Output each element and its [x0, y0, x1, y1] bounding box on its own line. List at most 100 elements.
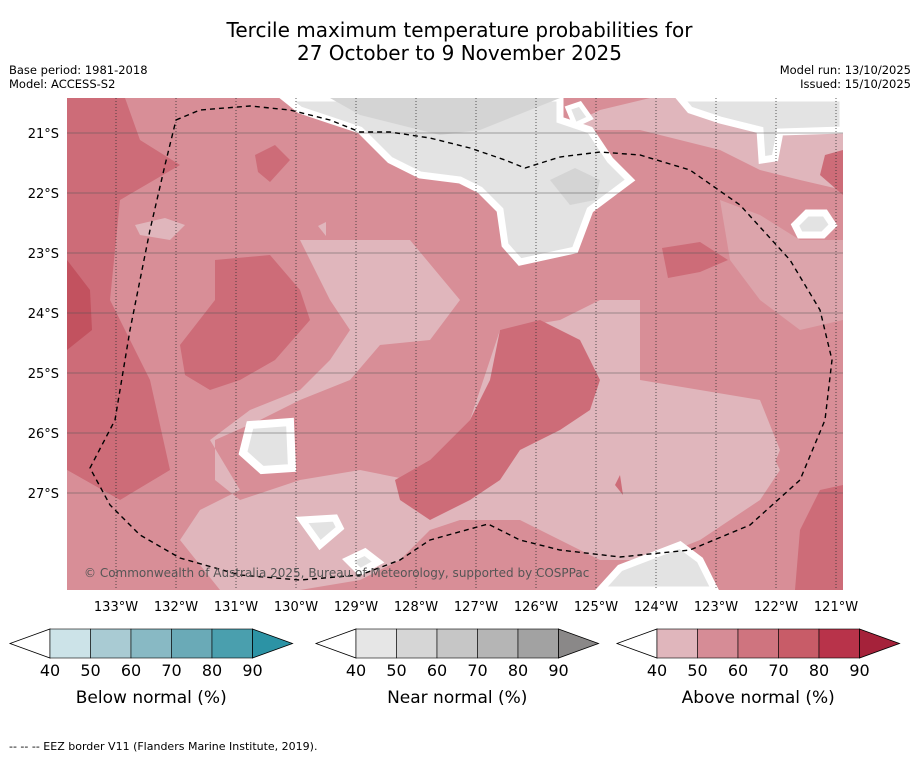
lon-label: 128°W: [394, 600, 438, 615]
base-period: Base period: 1981-2018: [9, 63, 148, 77]
above-40-region-east: [720, 200, 843, 330]
legend-min-arrow: [615, 628, 658, 659]
lon-label: 132°W: [154, 600, 198, 615]
legend-tick: 90: [849, 661, 869, 680]
above-60-patch: [255, 145, 290, 182]
legend-tick: 70: [161, 661, 181, 680]
lon-label: 125°W: [574, 600, 618, 615]
above-60-region-south: [395, 320, 600, 520]
legend-tick: 80: [508, 661, 528, 680]
legend-swatch: [818, 628, 860, 659]
legend-swatch: [737, 628, 779, 659]
latitude-gridlines: [67, 132, 843, 494]
title-line-1: Tercile maximum temperature probabilitie…: [226, 18, 693, 42]
copyright-text: © Commonwealth of Australia 2025, Bureau…: [84, 566, 589, 580]
title-line-2: 27 October to 9 November 2025: [296, 41, 623, 65]
legend-title: Below normal (%): [76, 688, 227, 708]
meta-right: Model run: 13/10/2025 Issued: 15/10/2025: [780, 63, 911, 91]
legend-swatch: [211, 628, 253, 659]
legend-tick: 70: [768, 661, 788, 680]
legend-swatch: [171, 628, 213, 659]
lon-label: 133°W: [94, 600, 138, 615]
legend-swatch: [517, 628, 559, 659]
lon-label: 127°W: [454, 600, 498, 615]
near-40-patch-s: [342, 547, 385, 577]
legend-swatch: [355, 628, 397, 659]
near-40-patch-sw: [295, 514, 345, 551]
legend-below: 40 50 60 70 80 90 Below normal (%): [8, 628, 294, 708]
legend-max-arrow: [252, 628, 294, 659]
above-60-region-west: [67, 98, 180, 500]
legend-swatch: [656, 628, 698, 659]
lat-label: 24°S: [28, 307, 59, 322]
legend-tick: 40: [40, 661, 60, 680]
lat-label: 25°S: [28, 367, 59, 382]
legend-swatch: [778, 628, 820, 659]
legend-tick: 80: [809, 661, 829, 680]
legend-above: 40 50 60 70 80 90 Above normal (%): [615, 628, 901, 708]
lat-label: 21°S: [28, 127, 59, 142]
legend-min-arrow: [314, 628, 357, 659]
near-40-patch-west: [238, 417, 297, 475]
lat-label: 27°S: [28, 487, 59, 502]
longitude-labels: 133°W 132°W 131°W 130°W 129°W 128°W 127°…: [94, 600, 858, 615]
above-60-patch-se: [795, 485, 843, 590]
issued-date: Issued: 15/10/2025: [800, 77, 911, 91]
probability-field: [67, 98, 843, 590]
model-name: Model: ACCESS-S2: [9, 77, 116, 91]
near-50-patch: [550, 168, 600, 205]
near-40-region-north: [279, 98, 636, 266]
lon-label: 131°W: [214, 600, 258, 615]
lat-label: 23°S: [28, 247, 59, 262]
near-40-patch-n: [564, 101, 594, 129]
map-title: Tercile maximum temperature probabilitie…: [0, 19, 919, 65]
above-40-dot: [318, 222, 326, 236]
legend-tick: 50: [687, 661, 707, 680]
legend-swatch: [130, 628, 172, 659]
latitude-labels: 21°S 22°S 23°S 24°S 25°S 26°S 27°S: [28, 127, 59, 502]
legend-near: 40 50 60 70 80 90 Near normal (%): [314, 628, 600, 708]
meta-left: Base period: 1981-2018 Model: ACCESS-S2: [9, 63, 148, 91]
legend-min-arrow: [8, 628, 51, 659]
legend-title: Above normal (%): [682, 688, 835, 708]
legend-tick: 40: [346, 661, 366, 680]
above-60-dot: [615, 475, 623, 495]
legend-swatch: [396, 628, 438, 659]
above-50-region-sw: [67, 470, 200, 590]
legend-tick: 60: [427, 661, 447, 680]
above-40-patch-west: [135, 218, 185, 240]
legend-tick: 60: [121, 661, 141, 680]
legend-max-arrow: [558, 628, 600, 659]
legend-title: Near normal (%): [387, 688, 527, 708]
legend-swatch: [697, 628, 739, 659]
legend-tick: 70: [467, 661, 487, 680]
legend-swatch: [90, 628, 132, 659]
lon-label: 124°W: [634, 600, 678, 615]
legends: 40 50 60 70 80 90 Below normal (%) 40 50 60 70 80 90…: [8, 628, 901, 708]
lon-label: 126°W: [514, 600, 558, 615]
legend-tick: 80: [202, 661, 222, 680]
above-40-region-se: [620, 400, 780, 530]
near-50-region-north: [330, 98, 560, 135]
above-40-patch-sw: [220, 500, 300, 580]
legend-swatch: [436, 628, 478, 659]
legend-swatch: [49, 628, 91, 659]
lon-label: 130°W: [274, 600, 318, 615]
legend-max-arrow: [859, 628, 901, 659]
legend-tick: 50: [386, 661, 406, 680]
lon-label: 123°W: [694, 600, 738, 615]
above-60-patch-east: [662, 242, 728, 278]
above-60-region-central: [180, 255, 310, 390]
legend-tick: 90: [548, 661, 568, 680]
lat-label: 22°S: [28, 187, 59, 202]
legend-tick: 50: [80, 661, 100, 680]
lon-label: 129°W: [334, 600, 378, 615]
legend-tick: 90: [242, 661, 262, 680]
longitude-gridlines: [115, 98, 837, 590]
near-40-patch-east: [790, 209, 838, 239]
above-60-patch-ne: [820, 150, 843, 195]
lat-label: 26°S: [28, 427, 59, 442]
above-70-region-west: [67, 260, 92, 350]
legend-swatch: [477, 628, 519, 659]
